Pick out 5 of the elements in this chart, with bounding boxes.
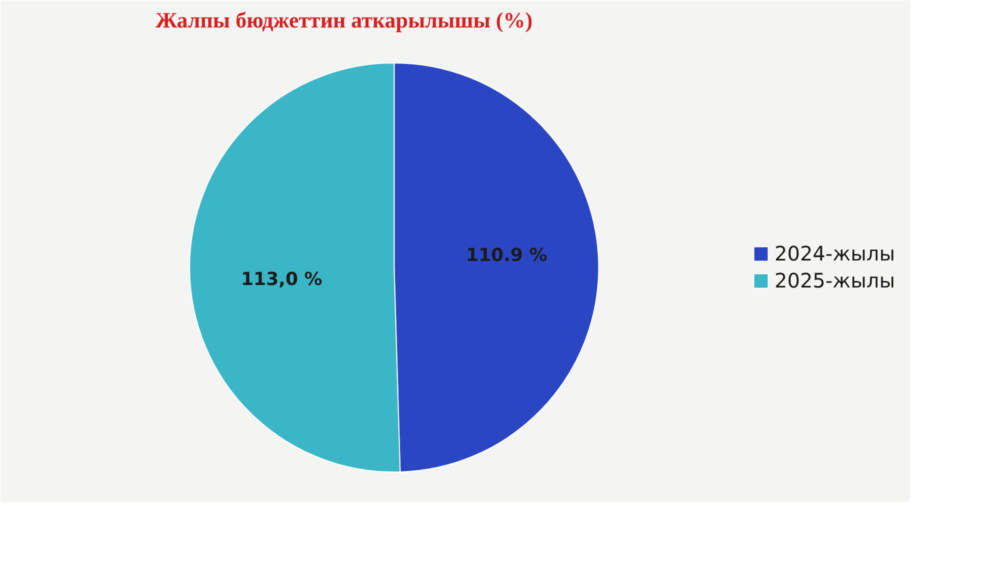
legend-label: 2024-жылы: [774, 242, 895, 266]
legend-label: 2025-жылы: [774, 268, 895, 292]
data-label: 110.9 %: [466, 245, 548, 266]
data-label: 113,0 %: [241, 268, 322, 290]
chart-title: Жалпы бюджеттин аткарылышы (%): [156, 8, 533, 32]
